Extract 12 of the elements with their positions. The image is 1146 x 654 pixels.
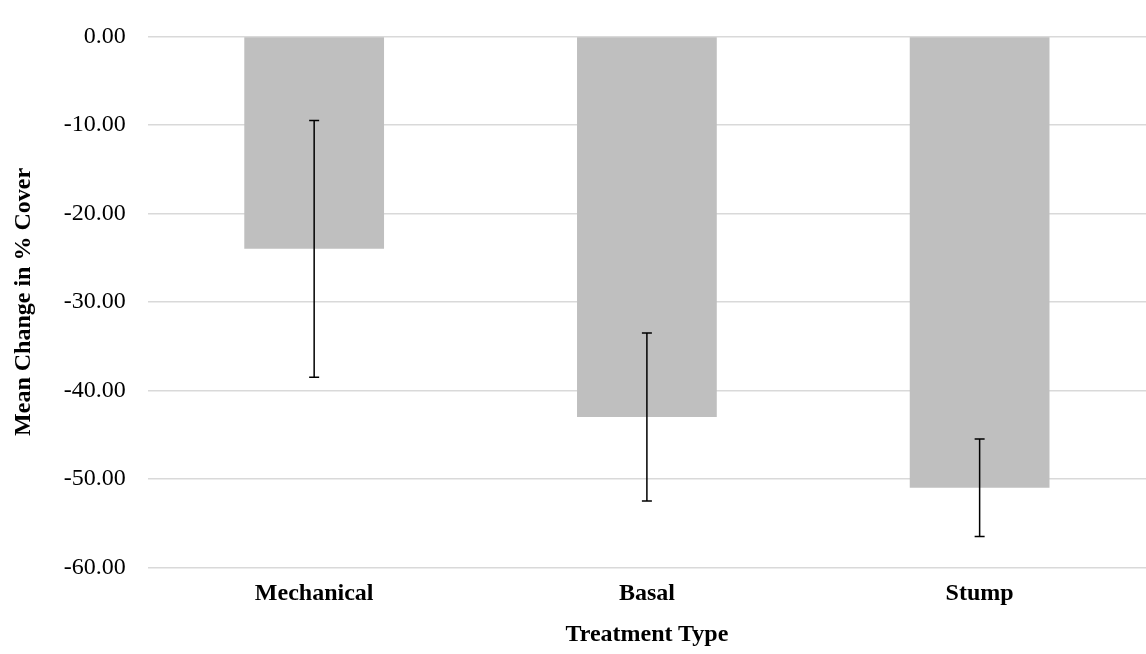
x-tick-label: Stump	[945, 579, 1014, 605]
y-tick-label: -20.00	[63, 198, 126, 225]
x-tick-label: Mechanical	[254, 579, 374, 605]
y-tick-label: -50.00	[63, 464, 126, 491]
y-tick-label: -30.00	[63, 287, 126, 314]
y-axis-title: Mean Change in % Cover	[8, 167, 35, 436]
y-tick-label: -10.00	[63, 110, 126, 137]
y-tick-label: -60.00	[63, 552, 126, 579]
x-axis-title: Treatment Type	[565, 619, 729, 646]
y-tick-label: -40.00	[63, 375, 126, 402]
x-tick-label: Basal	[618, 579, 676, 605]
y-tick-label: 0.00	[83, 21, 126, 48]
